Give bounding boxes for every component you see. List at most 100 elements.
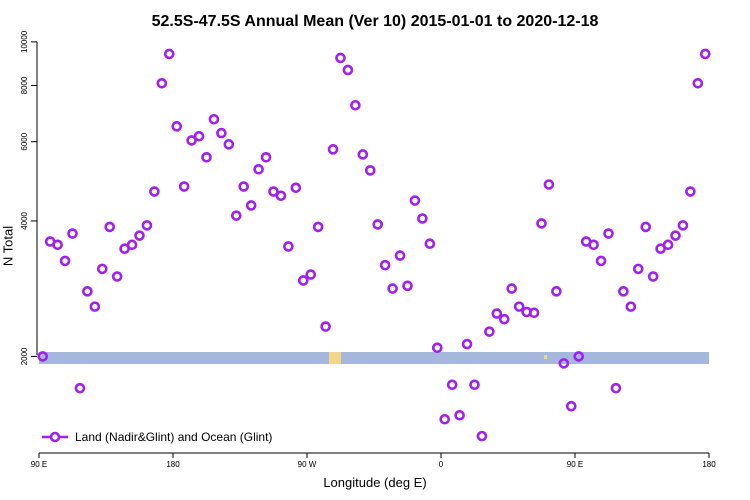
point <box>685 186 696 197</box>
point <box>134 230 145 241</box>
point <box>67 228 78 239</box>
point <box>111 271 123 282</box>
point <box>216 127 227 139</box>
legend-marker <box>49 431 61 443</box>
point <box>52 239 63 251</box>
point <box>573 351 585 362</box>
point <box>59 255 71 267</box>
point <box>417 213 428 224</box>
point <box>297 275 309 286</box>
land-patch <box>544 355 547 359</box>
point <box>327 144 339 155</box>
point <box>141 220 153 231</box>
point <box>618 286 629 297</box>
point <box>528 307 540 319</box>
point <box>208 113 220 125</box>
point <box>610 382 622 394</box>
y-tick-label: 10000 <box>20 30 29 53</box>
x-tick-label: 0 <box>439 460 444 469</box>
point <box>357 149 369 160</box>
point <box>104 221 116 233</box>
point <box>193 130 205 142</box>
point <box>461 338 473 350</box>
point <box>506 283 518 294</box>
point <box>201 151 212 163</box>
point <box>186 135 197 146</box>
point <box>551 286 562 297</box>
point <box>364 165 376 176</box>
point <box>260 151 272 163</box>
y-tick-label: 6000 <box>20 132 29 150</box>
point <box>156 77 168 89</box>
point <box>484 326 495 337</box>
point <box>320 321 331 332</box>
point <box>245 200 257 211</box>
point <box>595 255 607 267</box>
point <box>662 239 674 251</box>
point <box>402 280 413 292</box>
point <box>96 263 108 275</box>
x-tick-label: 90 E <box>567 460 583 469</box>
map-strip <box>39 352 709 364</box>
point <box>275 190 287 202</box>
legend-label: Land (Nadir&Glint) and Ocean (Glint) <box>75 430 272 444</box>
point <box>625 301 637 312</box>
point <box>513 301 525 312</box>
point <box>647 271 659 282</box>
point <box>149 186 160 197</box>
point <box>350 99 361 111</box>
y-axis-label: N Total <box>0 226 15 266</box>
point <box>476 430 488 442</box>
point <box>372 219 384 230</box>
point <box>454 409 465 421</box>
point <box>387 283 398 294</box>
point <box>469 379 480 391</box>
x-tick-label: 90 E <box>31 460 47 469</box>
point <box>543 179 555 190</box>
point <box>409 195 421 206</box>
point <box>223 139 235 150</box>
point <box>498 313 510 325</box>
point <box>74 382 86 394</box>
point <box>253 163 264 175</box>
point <box>394 250 406 261</box>
point <box>424 238 436 250</box>
point <box>163 48 175 60</box>
x-tick-label: 180 <box>702 460 716 469</box>
point <box>89 301 101 312</box>
point <box>335 52 346 64</box>
y-tick-label: 4000 <box>20 211 29 229</box>
point <box>82 286 93 297</box>
point <box>640 221 652 233</box>
point <box>178 181 190 192</box>
point <box>558 358 570 369</box>
point <box>290 182 302 194</box>
point <box>536 218 547 229</box>
point <box>342 64 354 76</box>
point <box>268 186 279 197</box>
point <box>126 239 138 251</box>
point <box>37 351 49 362</box>
point <box>632 263 644 275</box>
point <box>677 220 689 231</box>
land-patch <box>329 352 341 364</box>
point <box>305 269 317 280</box>
point <box>446 379 458 391</box>
point <box>699 48 711 60</box>
point <box>283 241 294 252</box>
y-tick-label: 2000 <box>20 347 29 365</box>
x-tick-label: 90 W <box>298 460 317 469</box>
point <box>238 181 250 192</box>
point <box>670 230 681 241</box>
point <box>588 239 599 251</box>
x-axis-label: Longitude (deg E) <box>323 475 426 490</box>
point <box>431 342 443 354</box>
point <box>603 228 614 239</box>
point <box>491 308 503 319</box>
y-tick-label: 8000 <box>20 76 29 94</box>
x-tick-label: 180 <box>166 460 180 469</box>
point <box>692 77 704 89</box>
point <box>565 400 577 412</box>
point <box>312 221 324 233</box>
